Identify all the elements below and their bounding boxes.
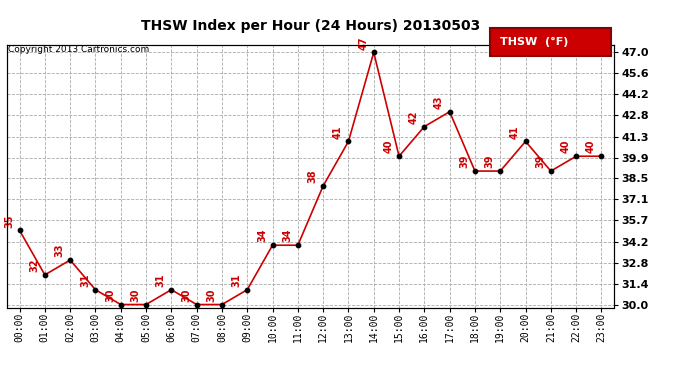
Point	[368, 50, 380, 55]
Point	[343, 138, 354, 144]
Text: 41: 41	[510, 125, 520, 139]
Text: 40: 40	[586, 140, 596, 153]
Point	[469, 168, 480, 174]
Point	[65, 257, 76, 263]
Text: 30: 30	[105, 288, 115, 302]
Text: 43: 43	[434, 96, 444, 109]
Point	[115, 302, 126, 307]
Text: 47: 47	[358, 36, 368, 50]
Text: 31: 31	[80, 273, 90, 287]
Text: 40: 40	[560, 140, 571, 153]
Point	[90, 287, 101, 293]
Point	[191, 302, 202, 307]
Point	[241, 287, 253, 293]
Point	[419, 124, 430, 130]
Text: 39: 39	[484, 155, 495, 168]
Text: 42: 42	[408, 110, 419, 124]
Point	[545, 168, 556, 174]
Point	[217, 302, 228, 307]
Point	[166, 287, 177, 293]
Text: 41: 41	[333, 125, 343, 139]
Text: 39: 39	[535, 155, 545, 168]
Text: 34: 34	[282, 229, 293, 242]
Text: 30: 30	[206, 288, 217, 302]
Point	[141, 302, 152, 307]
Point	[495, 168, 506, 174]
Point	[14, 227, 25, 233]
Point	[520, 138, 531, 144]
Point	[267, 242, 278, 248]
Point	[596, 153, 607, 159]
Text: 32: 32	[29, 259, 39, 272]
Text: 34: 34	[257, 229, 267, 242]
Text: 31: 31	[232, 273, 241, 287]
Text: 30: 30	[130, 288, 141, 302]
Text: 35: 35	[4, 214, 14, 228]
Text: 31: 31	[156, 273, 166, 287]
Point	[571, 153, 582, 159]
Text: THSW Index per Hour (24 Hours) 20130503: THSW Index per Hour (24 Hours) 20130503	[141, 19, 480, 33]
Point	[393, 153, 404, 159]
Point	[39, 272, 50, 278]
Text: Copyright 2013 Cartronics.com: Copyright 2013 Cartronics.com	[8, 45, 150, 54]
Text: THSW  (°F): THSW (°F)	[500, 37, 569, 47]
Point	[317, 183, 328, 189]
Text: 39: 39	[460, 155, 469, 168]
Point	[293, 242, 304, 248]
Text: 40: 40	[384, 140, 393, 153]
Text: 38: 38	[308, 170, 317, 183]
Point	[444, 109, 455, 115]
Text: 30: 30	[181, 288, 191, 302]
Text: 33: 33	[55, 244, 65, 257]
